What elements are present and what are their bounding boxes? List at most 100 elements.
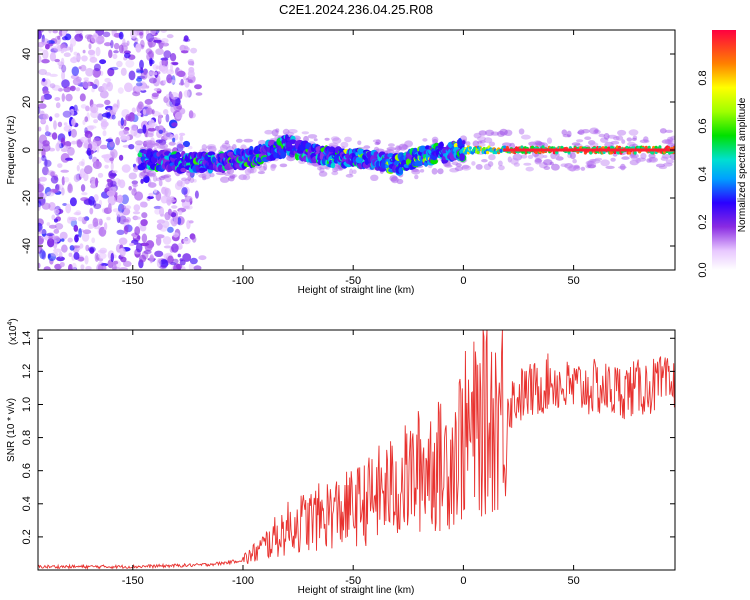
trace-halo (518, 128, 525, 135)
noise-speckle (160, 30, 168, 33)
noise-speckle (120, 205, 127, 210)
noise-speckle (183, 205, 191, 210)
y-tick-label: 1.4 (21, 331, 33, 346)
trace-halo (263, 163, 268, 171)
trace-blob (589, 150, 593, 155)
noise-speckle (140, 71, 148, 80)
trace-halo (349, 168, 354, 176)
noise-speckle (148, 70, 155, 76)
noise-speckle (195, 92, 203, 96)
noise-speckle (46, 191, 55, 197)
noise-speckle (162, 60, 166, 66)
trace-halo (561, 129, 568, 136)
noise-speckle (92, 161, 102, 169)
trace-blob (617, 150, 621, 155)
noise-speckle (188, 66, 195, 73)
trace-halo (128, 172, 137, 180)
noise-speckle (63, 176, 70, 183)
trace-blob (482, 146, 486, 151)
spectrogram-x-label: Height of straight line (km) (298, 285, 415, 296)
noise-speckle (75, 210, 82, 216)
trace-halo (521, 134, 531, 140)
noise-speckle (81, 232, 90, 242)
noise-speckle (44, 131, 51, 137)
trace-blob (199, 167, 208, 172)
trace-halo (613, 136, 620, 141)
noise-speckle (47, 238, 55, 248)
noise-speckle (72, 78, 81, 86)
trace-blob (439, 141, 444, 149)
noise-speckle (194, 84, 202, 90)
noise-speckle (177, 242, 183, 250)
trace-blob (175, 153, 182, 158)
trace-halo (629, 153, 639, 159)
trace-halo (372, 139, 380, 143)
y-tick-label: 1.2 (21, 364, 33, 379)
x-tick-label: 0 (460, 275, 466, 287)
spectrogram-panel: -150 -100 -50 0 50 -40 -20 0 20 40 Height of str… (6, 29, 676, 296)
noise-speckle (57, 61, 64, 66)
y-tick-label: 1.0 (21, 397, 33, 412)
trace-halo (551, 163, 560, 171)
noise-speckle (99, 144, 108, 150)
snr-multiplier-exp: 4 (7, 322, 14, 326)
noise-speckle (153, 39, 162, 43)
noise-speckle (103, 222, 108, 231)
trace-halo (525, 166, 534, 172)
noise-speckle (80, 104, 87, 109)
noise-speckle (38, 106, 41, 115)
noise-speckle (181, 187, 188, 195)
noise-speckle (43, 78, 51, 88)
spectrogram-x-ticks: -150 -100 -50 0 50 (122, 30, 580, 287)
trace-halo (568, 164, 577, 172)
noise-speckle (181, 266, 186, 270)
colorbar-ticks: 0.0 0.2 0.4 0.6 0.8 (697, 70, 709, 277)
trace-halo (303, 135, 309, 143)
noise-speckle (102, 265, 107, 270)
trace-halo (580, 166, 586, 171)
noise-speckle (154, 208, 161, 215)
trace-blob (248, 149, 254, 156)
x-tick-label: -100 (232, 275, 254, 287)
noise-speckle (82, 79, 91, 89)
noise-speckle (67, 182, 72, 193)
snr-x-label: Height of straight line (km) (298, 585, 415, 596)
trace-halo (499, 128, 508, 136)
noise-speckle (132, 183, 139, 187)
noise-speckle (104, 42, 112, 47)
y-tick-label: 0.8 (21, 430, 33, 445)
noise-speckle (118, 44, 124, 54)
noise-speckle (173, 263, 182, 270)
noise-speckle (163, 109, 169, 115)
noise-speckle (193, 265, 202, 270)
noise-speckle (38, 200, 42, 208)
trace-halo (534, 141, 543, 146)
noise-speckle (73, 51, 78, 56)
trace-blob (658, 145, 662, 149)
trace-halo (640, 152, 647, 160)
noise-speckle (146, 71, 154, 80)
noise-speckle (60, 57, 65, 66)
trace-halo (420, 169, 425, 173)
trace-blob (494, 150, 498, 155)
trace-halo (578, 129, 584, 135)
noise-speckle (147, 127, 156, 132)
noise-speckle (83, 199, 93, 206)
trace-halo (621, 156, 630, 160)
noise-speckle (39, 249, 46, 260)
noise-speckle (117, 194, 124, 204)
noise-speckle (110, 180, 117, 187)
noise-speckle (79, 93, 86, 102)
trace-halo (603, 133, 610, 140)
noise-speckle (118, 130, 124, 137)
trace-blob (520, 145, 524, 150)
noise-speckle (72, 55, 82, 61)
noise-speckle (48, 224, 57, 229)
trace-halo (181, 177, 188, 181)
trace-blob (647, 145, 651, 150)
trace-halo (543, 166, 551, 170)
noise-speckle (79, 243, 84, 249)
noise-speckle (188, 263, 194, 270)
snr-multiplier-close: ) (8, 318, 19, 321)
